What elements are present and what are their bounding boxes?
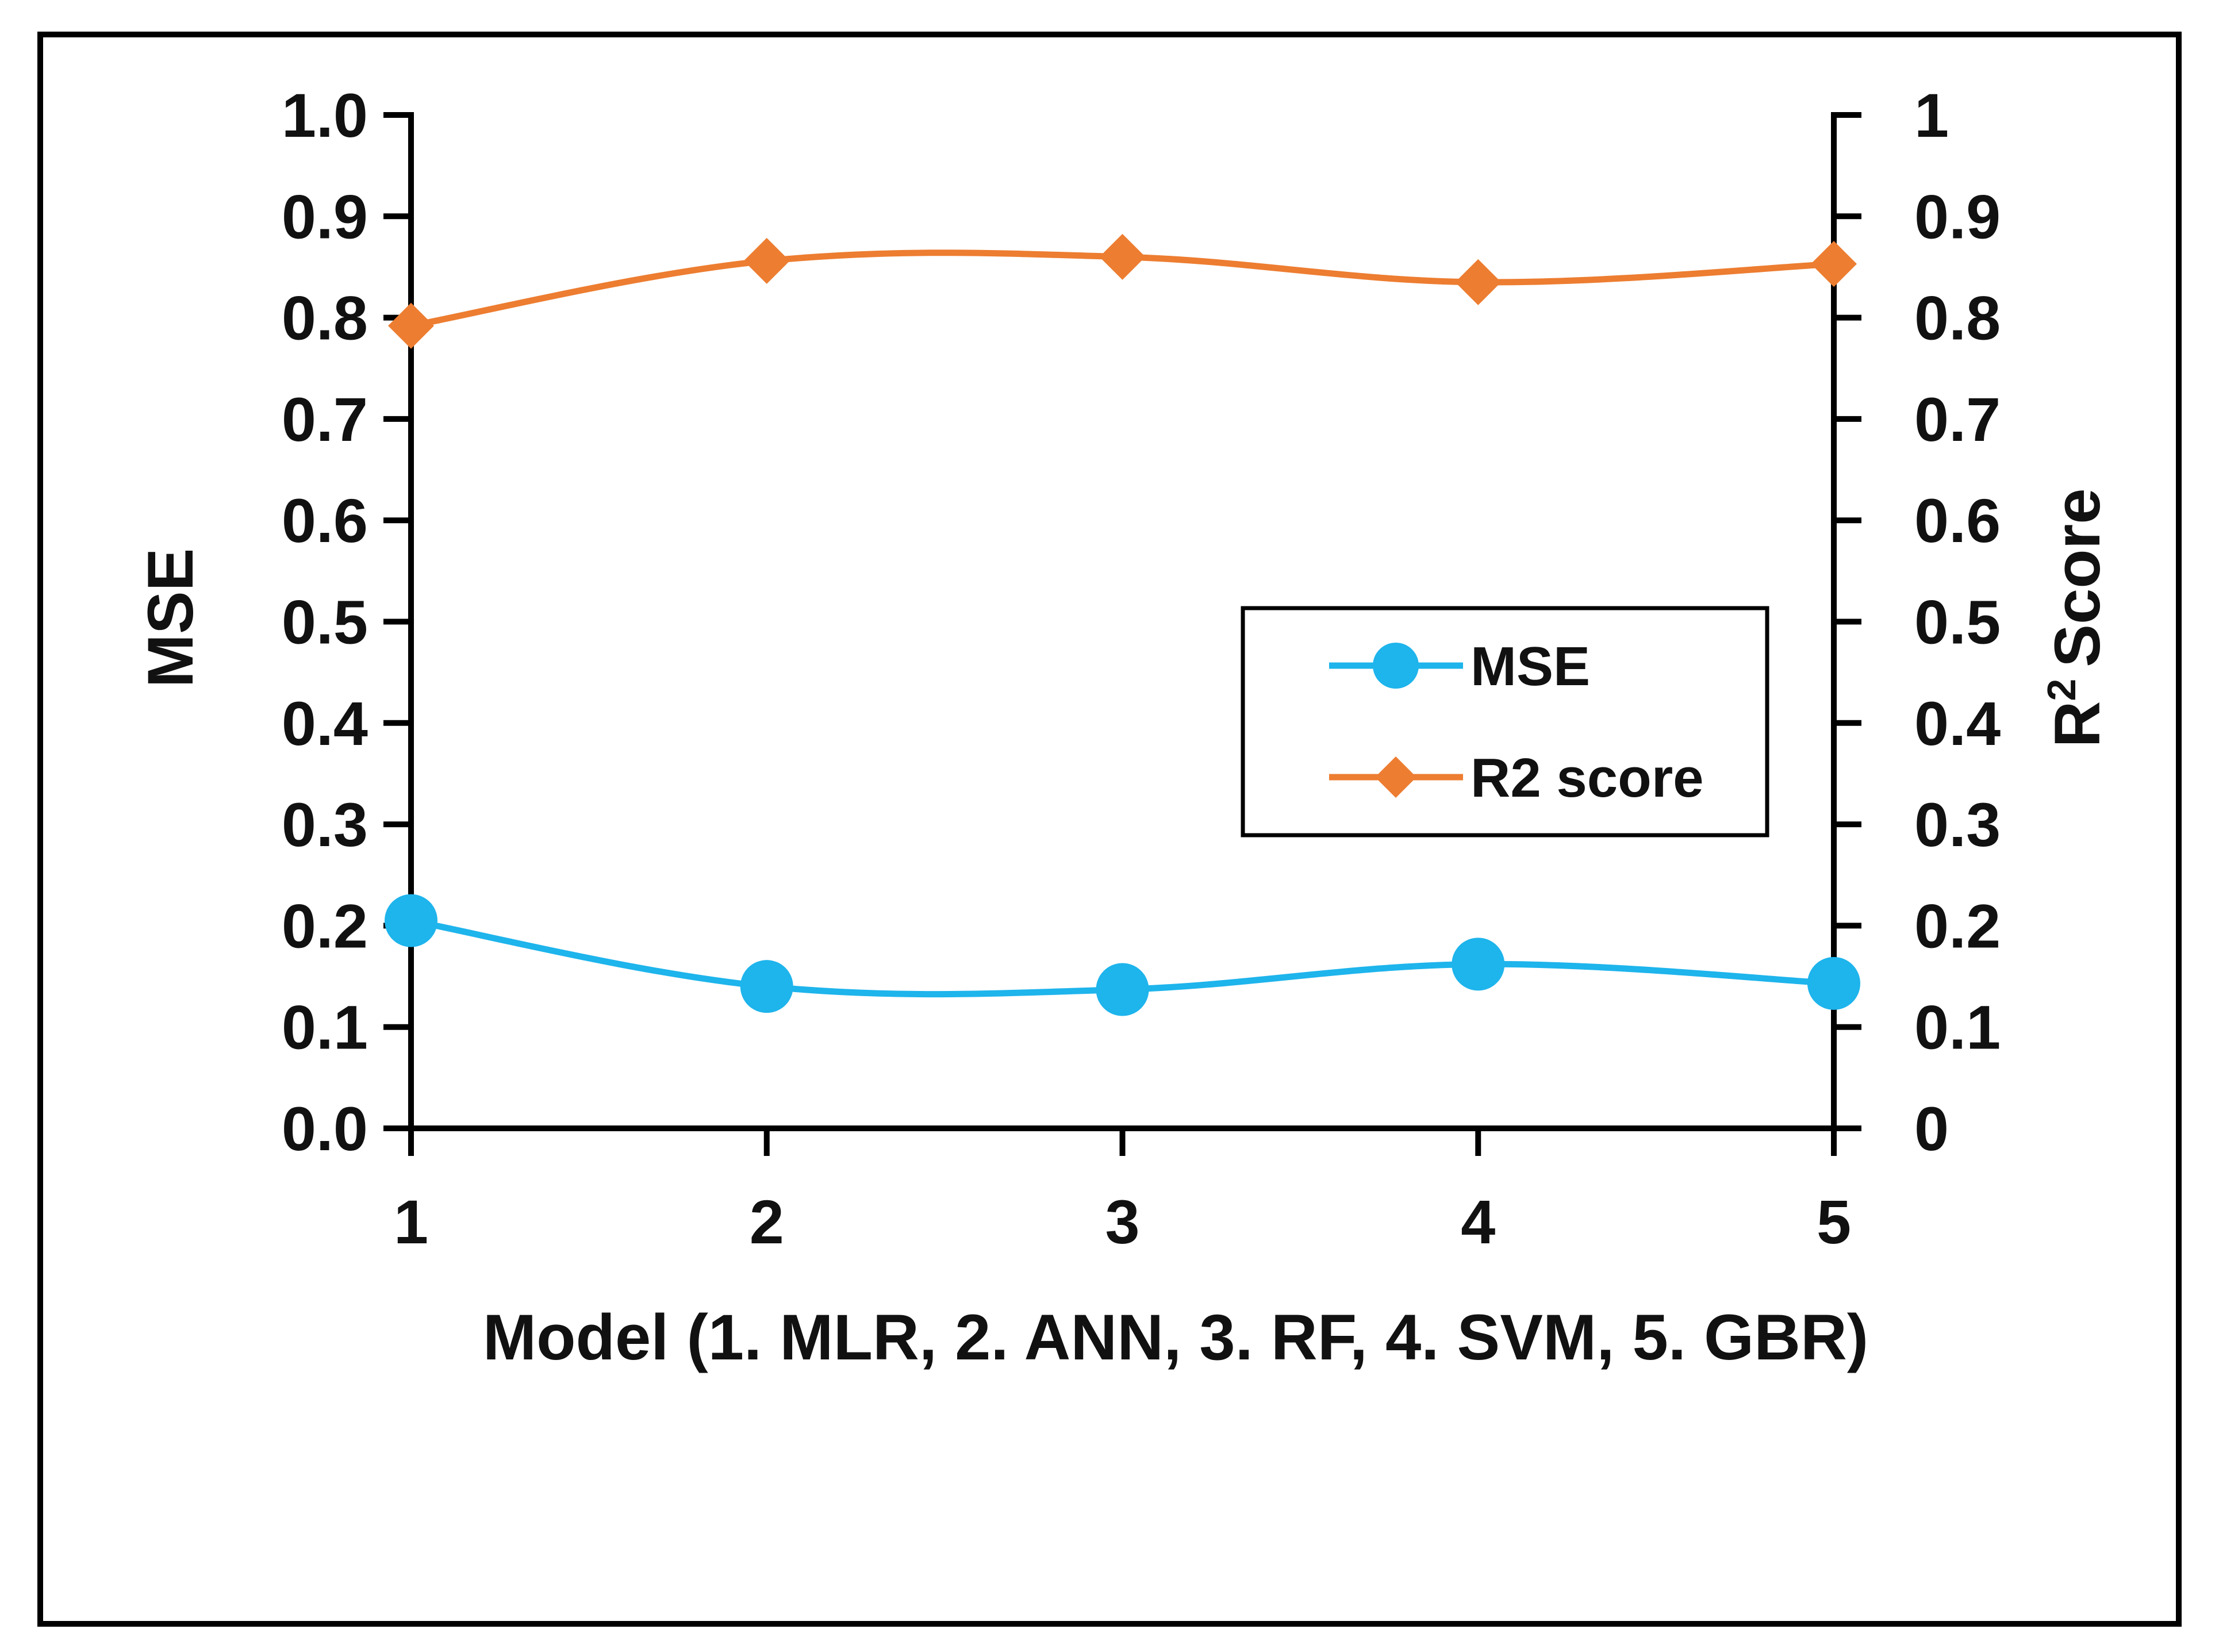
y2-tick-label: 0.7 xyxy=(1914,385,2001,454)
data-point-diamond xyxy=(743,237,790,284)
y-tick-label: 0.9 xyxy=(282,182,368,251)
data-point-circle xyxy=(385,894,437,947)
series-mse xyxy=(385,894,1860,1016)
y2-axis-title-superscript: 2 xyxy=(2039,679,2084,701)
series-r2-score xyxy=(388,233,1857,349)
data-point-circle xyxy=(1807,956,1860,1010)
data-point-circle xyxy=(1452,938,1505,991)
y-tick-label: 0.2 xyxy=(282,891,368,961)
data-point-diamond xyxy=(1455,259,1502,305)
y-tick-label: 1.0 xyxy=(282,80,368,150)
series-layer xyxy=(385,233,1860,1016)
y-tick-label: 0.1 xyxy=(282,993,368,1062)
y-tick-label: 0.5 xyxy=(282,587,368,657)
y-axis-title: MSE xyxy=(135,548,206,688)
x-tick-label: 4 xyxy=(1461,1187,1495,1257)
y2-tick-label: 0.1 xyxy=(1914,993,2001,1062)
y2-axis-title-text: Score xyxy=(2041,488,2113,667)
legend-box xyxy=(1241,606,1769,837)
y2-axis-title-prefix: R xyxy=(2041,701,2113,748)
y2-axis-title: R2 Score xyxy=(2039,488,2113,747)
y-tick-label: 0.6 xyxy=(282,486,368,555)
axes: 0.0 0.1 0.2 0.3 0.4 0.5 0.6 0.7 0.8 0.9 1.0 0 0.1 0.2… xyxy=(282,80,2001,1257)
legend-marker-circle xyxy=(1373,643,1419,689)
figure-border xyxy=(37,32,2182,1627)
data-point-diamond xyxy=(1811,241,1857,287)
y2-tick-label: 0.3 xyxy=(1914,790,2001,859)
y2-tick-label: 0.9 xyxy=(1914,182,2001,251)
x-axis-title: Model (1. MLR, 2. ANN, 3. RF, 4. SVM, 5.… xyxy=(483,1301,1868,1373)
data-point-diamond xyxy=(388,302,434,349)
y2-tick-label: 0.5 xyxy=(1914,587,2001,657)
data-point-circle xyxy=(1096,963,1149,1016)
data-point-circle xyxy=(740,960,793,1013)
y-tick-label: 0.8 xyxy=(282,283,368,353)
y-tick-label: 0.7 xyxy=(282,385,368,454)
x-tick-label: 2 xyxy=(750,1187,784,1257)
y2-tick-label: 0 xyxy=(1914,1094,1949,1163)
legend-marker-diamond xyxy=(1375,756,1416,798)
y2-tick-label: 1 xyxy=(1914,80,1949,150)
x-tick-label: 5 xyxy=(1817,1187,1851,1257)
y2-tick-label: 0.2 xyxy=(1914,891,2001,961)
y2-tick-label: 0.4 xyxy=(1914,689,2001,758)
y-tick-label: 0.4 xyxy=(282,689,368,758)
legend-label: MSE xyxy=(1471,636,1590,697)
y2-tick-label: 0.8 xyxy=(1914,283,2001,353)
y2-tick-label: 0.6 xyxy=(1914,486,2001,555)
x-tick-label: 3 xyxy=(1105,1187,1139,1257)
legend-label: R2 score xyxy=(1471,747,1704,809)
legend: MSE R2 score xyxy=(1241,606,1769,837)
y-tick-label: 0.3 xyxy=(282,790,368,859)
y-tick-label: 0.0 xyxy=(282,1094,368,1163)
data-point-diamond xyxy=(1099,233,1146,280)
x-tick-label: 1 xyxy=(394,1187,428,1257)
